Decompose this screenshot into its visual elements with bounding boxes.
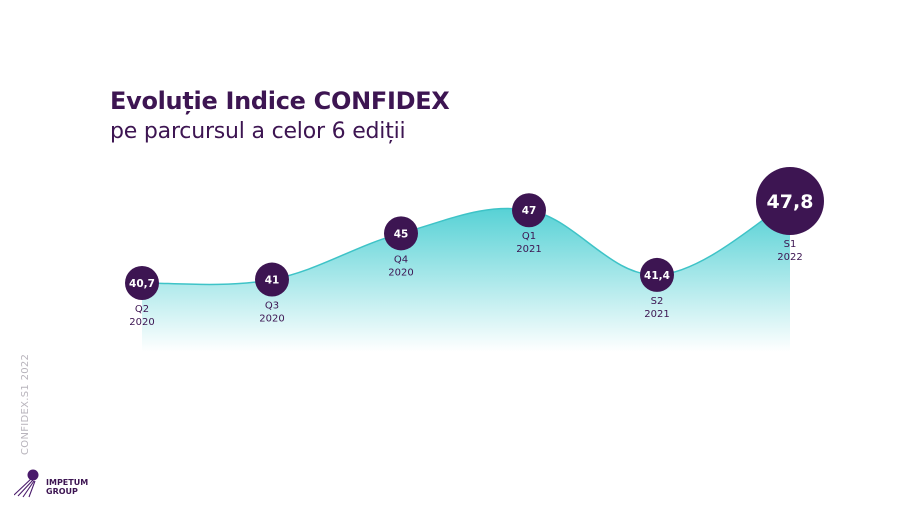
chart-subtitle: pe parcursul a celor 6 ediții xyxy=(110,119,406,144)
impetum-logo-icon xyxy=(14,469,39,498)
x-tick-year-label: 2020 xyxy=(259,314,284,325)
title-block: Evoluție Indice CONFIDEX pe parcursul a … xyxy=(110,86,450,148)
logo-line-2: GROUP xyxy=(46,487,78,496)
data-point-bubble xyxy=(512,193,546,228)
data-label: 41 xyxy=(265,275,280,287)
logo-line-1: IMPETUM xyxy=(46,478,89,487)
data-label: 47,8 xyxy=(767,191,814,213)
x-tick-period-label: Q1 xyxy=(522,231,536,242)
x-tick-year-label: 2021 xyxy=(516,244,541,255)
data-point-bubble xyxy=(756,166,824,235)
data-point-bubble xyxy=(640,257,674,292)
data-label: 47 xyxy=(522,205,537,217)
x-tick-year-label: 2020 xyxy=(129,317,154,328)
x-tick-year-label: 2021 xyxy=(644,309,669,320)
x-tick-period-label: Q3 xyxy=(265,301,279,312)
data-label: 40,7 xyxy=(129,278,155,290)
data-point-bubble xyxy=(125,266,159,300)
edition-side-label: CONFIDEX.S1 2022 xyxy=(20,353,31,455)
data-point-bubble xyxy=(384,216,418,251)
data-label: 45 xyxy=(394,228,409,240)
logo-wordmark: IMPETUM GROUP xyxy=(46,478,88,496)
series-area xyxy=(142,200,790,352)
data-label: 41,4 xyxy=(644,270,670,282)
x-tick-period-label: Q4 xyxy=(394,254,408,265)
x-tick-period-label: Q2 xyxy=(135,304,149,315)
x-tick-year-label: 2020 xyxy=(388,267,413,278)
x-tick-year-label: 2022 xyxy=(777,252,802,263)
x-tick-period-label: S2 xyxy=(651,296,664,307)
data-point-bubble xyxy=(255,262,289,297)
x-tick-period-label: S1 xyxy=(784,239,797,250)
chart-title: Evoluție Indice CONFIDEX xyxy=(110,87,450,115)
